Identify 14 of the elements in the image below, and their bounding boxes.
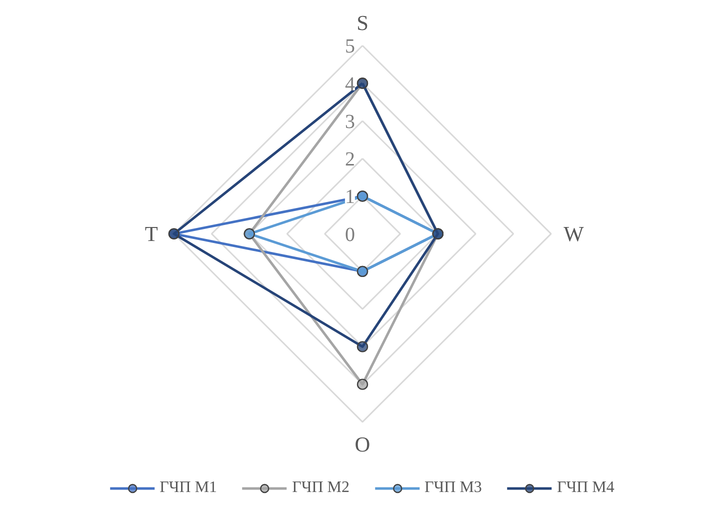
y-tick-label: 5 bbox=[344, 36, 355, 58]
spoke-label: T bbox=[144, 222, 158, 246]
y-tick-label: 1 bbox=[344, 186, 355, 208]
y-tick-label: 3 bbox=[344, 110, 355, 133]
spoke-label: O bbox=[354, 432, 370, 457]
legend-label: ГЧП М1 bbox=[160, 479, 218, 497]
spoke-label: W bbox=[564, 222, 585, 246]
y-tick-label: 2 bbox=[344, 148, 355, 171]
spoke-label: S bbox=[356, 11, 368, 36]
legend-label: ГЧП М4 bbox=[556, 479, 614, 497]
y-tick-label: 4 bbox=[344, 73, 355, 96]
legend-label: ГЧП М3 bbox=[424, 479, 482, 497]
y-tick-label: 0 bbox=[344, 224, 355, 246]
legend-label: ГЧП М2 bbox=[292, 479, 350, 497]
